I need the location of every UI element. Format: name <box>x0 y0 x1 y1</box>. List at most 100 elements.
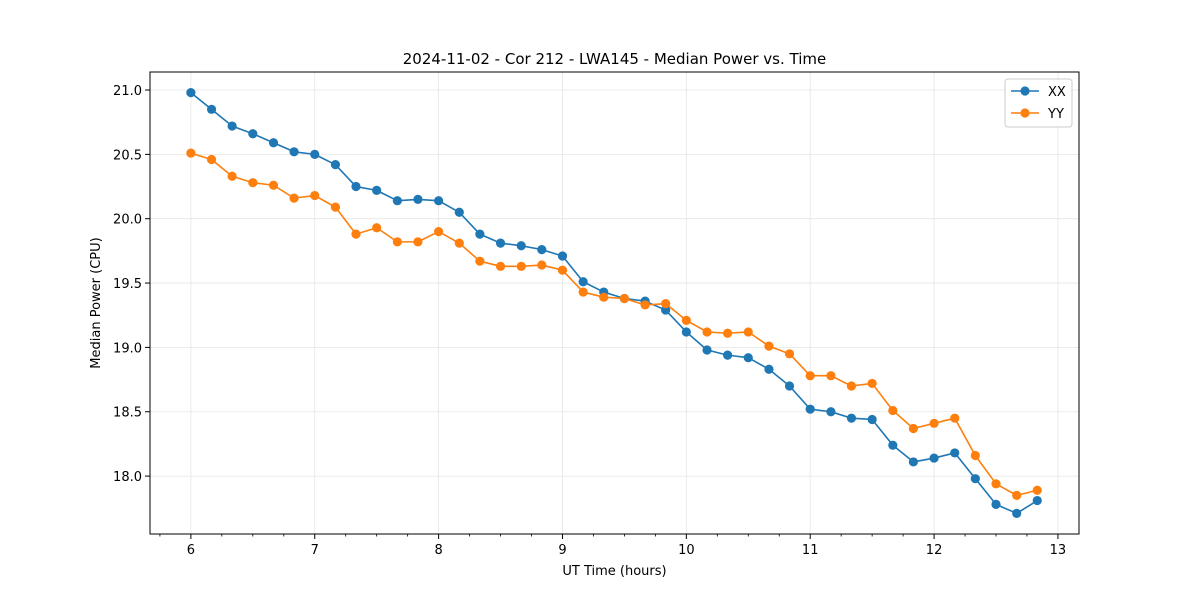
data-point-xx <box>248 129 258 139</box>
data-point-xx <box>330 160 341 170</box>
data-point-yy <box>867 378 877 389</box>
series-layer <box>186 87 1042 519</box>
data-point-xx <box>516 241 526 251</box>
data-point-yy <box>640 300 650 310</box>
legend-label-yy: YY <box>1047 107 1064 122</box>
data-point-yy <box>888 405 898 416</box>
data-point-xx <box>867 414 877 425</box>
data-point-xx <box>268 138 279 148</box>
legend: XX YY <box>1004 78 1073 128</box>
data-point-yy <box>702 327 712 337</box>
chart-title: 2024-11-02 - Cor 212 - LWA145 - Median P… <box>403 50 827 68</box>
data-point-yy <box>516 261 526 271</box>
data-point-yy <box>372 223 382 233</box>
data-point-xx <box>392 196 402 206</box>
data-point-yy <box>599 292 609 302</box>
data-point-yy <box>227 171 237 181</box>
grid-lines <box>150 72 1079 534</box>
data-point-xx <box>413 194 423 205</box>
data-point-xx <box>908 457 918 467</box>
data-point-yy <box>991 479 1001 489</box>
data-point-xx <box>537 244 547 255</box>
data-point-yy <box>330 202 341 212</box>
y-tick-label: 19.0 <box>113 341 142 356</box>
data-point-xx <box>1012 508 1022 519</box>
x-tick-label: 13 <box>1050 543 1067 558</box>
data-point-xx <box>826 407 836 417</box>
data-point-xx <box>764 364 774 374</box>
data-point-xx <box>661 305 671 315</box>
data-point-yy <box>268 180 279 190</box>
data-point-xx <box>991 499 1001 510</box>
data-point-xx <box>846 413 857 423</box>
data-point-yy <box>495 261 506 271</box>
data-point-xx <box>310 149 320 159</box>
x-tick-label: 9 <box>558 543 566 558</box>
data-point-yy <box>351 229 361 239</box>
legend-marker-yy <box>1020 108 1030 118</box>
data-point-yy <box>392 237 402 247</box>
data-point-xx <box>722 350 733 360</box>
x-tick-label: 6 <box>187 543 195 558</box>
data-point-yy <box>743 327 753 337</box>
y-tick-label: 18.0 <box>113 470 142 485</box>
data-point-xx <box>186 87 196 98</box>
data-point-yy <box>289 193 299 203</box>
legend-marker-xx <box>1020 86 1030 96</box>
data-point-xx <box>206 104 217 114</box>
plot-frame <box>149 71 1080 535</box>
data-point-yy <box>206 154 217 165</box>
data-point-xx <box>702 345 712 355</box>
data-point-yy <box>681 315 691 325</box>
data-point-yy <box>929 418 939 428</box>
data-point-yy <box>1032 485 1042 495</box>
data-point-yy <box>764 341 774 351</box>
data-point-yy <box>248 178 258 188</box>
data-point-yy <box>557 265 568 275</box>
x-tick-label: 8 <box>434 543 442 558</box>
data-point-xx <box>578 277 588 287</box>
series-yy <box>186 148 1042 500</box>
data-point-yy <box>826 371 836 381</box>
data-point-yy <box>186 148 196 158</box>
data-point-xx <box>475 229 485 239</box>
x-tick-label: 11 <box>802 543 819 558</box>
series-xx <box>186 87 1042 519</box>
data-point-yy <box>619 293 630 304</box>
data-point-yy <box>784 349 795 359</box>
data-point-xx <box>1032 495 1042 506</box>
data-point-yy <box>413 237 423 247</box>
data-point-yy <box>970 450 980 461</box>
y-tick-label: 18.5 <box>113 406 142 421</box>
data-point-xx <box>970 474 980 484</box>
y-tick-label: 20.0 <box>113 213 142 228</box>
data-point-yy <box>434 226 444 237</box>
data-point-yy <box>310 190 320 201</box>
data-point-xx <box>784 381 795 391</box>
data-point-xx <box>743 353 753 363</box>
data-point-xx <box>950 448 960 458</box>
x-axis-ticks: 6 7 8 9 10 11 12 13 <box>159 534 1067 558</box>
data-point-yy <box>846 381 857 391</box>
data-point-yy <box>1012 490 1022 500</box>
data-point-yy <box>722 328 733 338</box>
data-point-xx <box>227 121 237 131</box>
data-point-xx <box>289 147 299 157</box>
data-point-xx <box>888 440 898 450</box>
data-point-xx <box>372 185 382 195</box>
data-point-xx <box>351 181 361 192</box>
y-axis-label: Median Power (CPU) <box>89 237 104 368</box>
data-point-yy <box>578 287 588 297</box>
data-point-xx <box>434 196 444 206</box>
data-point-yy <box>537 260 547 270</box>
x-tick-label: 10 <box>678 543 695 558</box>
data-point-yy <box>805 371 815 381</box>
data-point-xx <box>557 251 568 261</box>
data-point-xx <box>454 207 464 217</box>
data-point-xx <box>495 238 506 248</box>
y-tick-label: 19.5 <box>113 277 142 292</box>
x-axis-label: UT Time (hours) <box>562 564 666 579</box>
x-tick-label: 12 <box>926 543 943 558</box>
x-tick-label: 7 <box>311 543 319 558</box>
